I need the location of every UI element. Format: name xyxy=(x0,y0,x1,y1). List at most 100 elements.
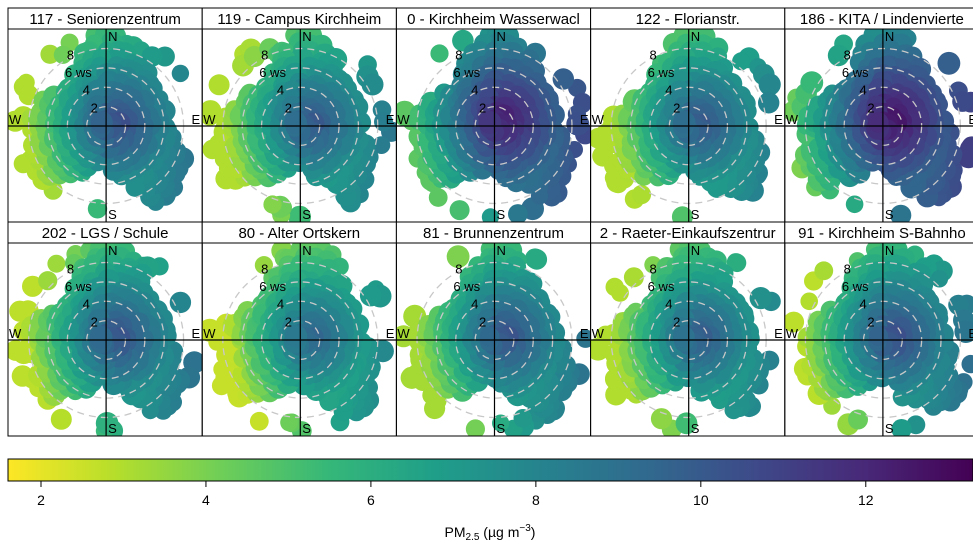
panel-5: 24 6 ws 8 N S W E 186 - KITA / Lindenvierte xyxy=(784,7,973,223)
ring-label: 2 xyxy=(91,100,98,115)
ring-label: 8 xyxy=(261,261,268,276)
compass-n: N xyxy=(302,243,311,258)
ring-label: 6 ws xyxy=(648,65,675,80)
ring-label: 2 xyxy=(479,100,486,115)
compass-w: W xyxy=(786,112,799,127)
compass-n: N xyxy=(691,29,700,44)
ring-label: 4 xyxy=(277,297,284,312)
compass-e: E xyxy=(774,326,783,341)
surface-cell xyxy=(727,253,747,273)
colorbar-axis-label: PM2.5 (µg m−3) xyxy=(445,523,536,543)
compass-n: N xyxy=(885,243,894,258)
surface-cell xyxy=(47,254,66,273)
panel-title: 81 - Brunnenzentrum xyxy=(423,225,564,242)
compass-e: E xyxy=(192,326,201,341)
ring-label: 8 xyxy=(261,47,268,62)
ring-label: 6 ws xyxy=(65,65,92,80)
panel-9: 24 6 ws 8 N S W E 2 - Raeter-Einkaufszentrur xyxy=(590,221,786,437)
ring-label: 4 xyxy=(859,83,866,98)
compass-w: W xyxy=(397,326,410,341)
polar-surface xyxy=(784,29,973,222)
polar-surface xyxy=(396,243,591,436)
compass-e: E xyxy=(580,326,589,341)
surface-cell xyxy=(50,408,72,430)
surface-cell xyxy=(891,419,912,436)
colorbar-tick-label: 6 xyxy=(367,492,375,508)
surface-cell xyxy=(40,44,60,64)
surface-cell xyxy=(428,188,448,207)
polar-surface xyxy=(590,243,781,436)
ring-label: 4 xyxy=(471,83,478,98)
compass-s: S xyxy=(108,207,117,222)
surface-cell xyxy=(446,245,470,268)
ring-label: 2 xyxy=(673,100,680,115)
ring-label: 2 xyxy=(285,100,292,115)
panel-2: 24 6 ws 8 N S W E 119 - Campus Kirchheim xyxy=(201,7,397,223)
colorbar-tick-label: 12 xyxy=(858,492,874,508)
surface-cell xyxy=(492,414,510,432)
ring-label: 8 xyxy=(649,261,656,276)
surface-cell xyxy=(758,73,781,96)
surface-cell xyxy=(848,409,868,430)
ring-label: 4 xyxy=(471,297,478,312)
ring-label: 2 xyxy=(285,314,292,329)
compass-n: N xyxy=(108,243,117,258)
compass-w: W xyxy=(203,112,216,127)
compass-s: S xyxy=(497,207,506,222)
colorbar: 2 4 6 8 10 12 PM2.5 (µg m−3) xyxy=(7,458,973,543)
surface-cell xyxy=(827,44,850,67)
ring-label: 8 xyxy=(844,47,851,62)
surface-cell xyxy=(732,52,751,71)
ring-label: 6 ws xyxy=(648,279,675,294)
colorbar-gradient xyxy=(7,458,973,482)
surface-cell xyxy=(208,74,230,96)
ring-label: 6 ws xyxy=(259,279,286,294)
surface-cell xyxy=(169,291,192,314)
compass-w: W xyxy=(203,326,216,341)
surface-cell xyxy=(552,68,574,90)
surface-cell xyxy=(930,270,949,288)
panel-title: 202 - LGS / Schule xyxy=(42,225,169,242)
compass-n: N xyxy=(108,29,117,44)
ring-label: 8 xyxy=(67,261,74,276)
ring-label: 6 ws xyxy=(842,279,869,294)
surface-cell xyxy=(361,73,384,96)
compass-s: S xyxy=(691,421,700,436)
compass-e: E xyxy=(968,112,973,127)
colorbar-tick-label: 8 xyxy=(532,492,540,508)
polar-surface xyxy=(784,243,973,436)
colorbar-label-sup: −3 xyxy=(519,523,531,534)
surface-cell xyxy=(479,326,500,347)
compass-n: N xyxy=(497,243,506,258)
panel-8: 24 6 ws 8 N S W E 81 - Brunnenzentrum xyxy=(395,221,592,437)
surface-cell xyxy=(284,111,307,134)
surface-cell xyxy=(53,45,72,64)
surface-cell xyxy=(784,311,805,333)
surface-cell xyxy=(631,185,652,205)
ring-label: 4 xyxy=(665,297,672,312)
compass-s: S xyxy=(691,207,700,222)
panel-6: 24 6 ws 8 N S W E 202 - LGS / Schule xyxy=(7,221,203,437)
polar-surface xyxy=(396,29,591,222)
panel-frame xyxy=(784,242,973,437)
colorbar-ticks: 2 4 6 8 10 12 xyxy=(37,481,874,508)
surface-cell xyxy=(374,112,393,132)
compass-e: E xyxy=(580,112,589,127)
panel-title: 2 - Raeter-Einkaufszentrur xyxy=(600,225,776,242)
surface-cell xyxy=(249,411,269,431)
surface-cell xyxy=(673,325,695,348)
panel-10: 24 6 ws 8 N S W E 91 - Kirchheim S-Bahnho xyxy=(784,221,973,437)
ring-label: 4 xyxy=(859,297,866,312)
panel-4: 24 6 ws 8 N S W E 122 - Florianstr. xyxy=(590,7,786,223)
ring-label: 8 xyxy=(455,47,462,62)
panel-title: 91 - Kirchheim S-Bahnho xyxy=(798,225,966,242)
surface-cell xyxy=(890,204,912,222)
compass-w: W xyxy=(592,326,605,341)
polar-surface xyxy=(8,29,195,219)
compass-w: W xyxy=(9,112,22,127)
ring-label: 6 ws xyxy=(453,279,480,294)
polar-surface xyxy=(590,29,781,222)
colorbar-tick-label: 10 xyxy=(693,492,709,508)
surface-cell xyxy=(952,91,973,112)
surface-cell xyxy=(814,261,834,281)
